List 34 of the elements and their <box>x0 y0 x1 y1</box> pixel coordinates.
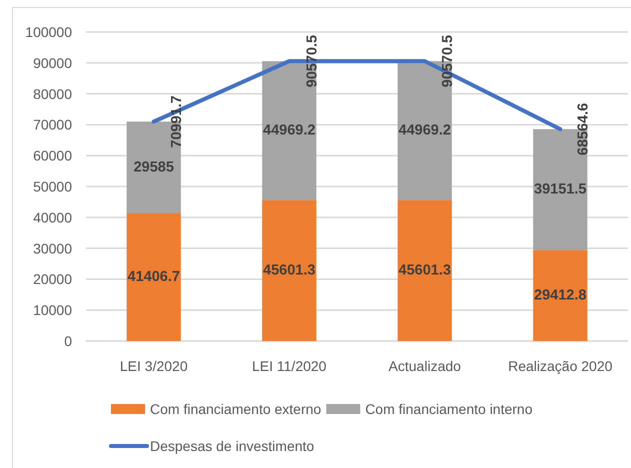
x-tick-label: LEI 11/2020 <box>252 358 327 374</box>
bar <box>126 213 181 341</box>
data-label: 29412.8 <box>534 288 586 304</box>
y-tick-label: 70000 <box>33 116 72 133</box>
data-label: 90570.5 <box>440 34 456 88</box>
y-tick-label: 50000 <box>33 178 72 194</box>
y-tick-label: 60000 <box>33 148 72 164</box>
y-tick-label: 30000 <box>33 240 72 256</box>
y-tick-label: 20000 <box>33 271 72 288</box>
y-tick-label: 40000 <box>33 209 72 226</box>
x-tick-label: Realização 2020 <box>508 358 613 374</box>
x-tick-label: LEI 3/2020 <box>120 358 188 374</box>
data-label: 44969.2 <box>398 122 451 139</box>
data-label: 45601.3 <box>263 262 316 279</box>
data-label: 29585 <box>134 159 174 176</box>
x-tick-label: Actualizado <box>388 358 462 374</box>
y-tick-label: 100000 <box>25 24 72 40</box>
legend-label: Com financiamento externo <box>150 401 322 417</box>
y-tick-label: 80000 <box>33 86 72 102</box>
data-label: 39151.5 <box>534 182 586 198</box>
data-label: 68564.6 <box>575 102 592 156</box>
y-tick-label: 0 <box>64 333 72 349</box>
legend-label: Com financiamento interno <box>365 401 533 417</box>
legend-label: Despesas de investimento <box>150 438 314 454</box>
y-tick-label: 10000 <box>33 302 72 318</box>
bar <box>533 250 588 341</box>
bar <box>262 200 316 341</box>
data-label: 41406.7 <box>128 269 180 286</box>
data-label: 44969.2 <box>263 122 316 139</box>
data-label: 45601.3 <box>398 262 451 279</box>
y-tick-label: 90000 <box>33 54 72 71</box>
data-label: 70991.7 <box>168 95 185 148</box>
data-label: 90570.5 <box>304 34 320 88</box>
bar <box>398 200 452 341</box>
